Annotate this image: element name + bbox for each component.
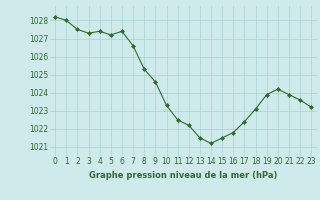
X-axis label: Graphe pression niveau de la mer (hPa): Graphe pression niveau de la mer (hPa) <box>89 171 277 180</box>
